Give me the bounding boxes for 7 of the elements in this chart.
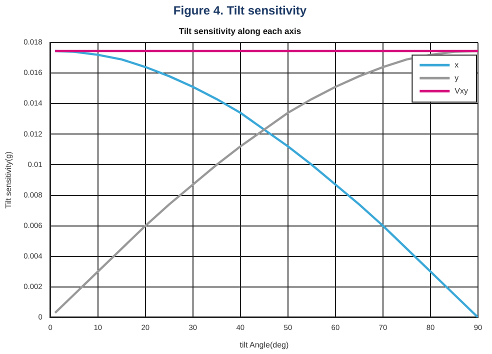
- x-axis-title: tilt Angle(deg): [240, 340, 289, 350]
- y-axis-title: Tilt sensitivity(g): [4, 151, 14, 209]
- legend-label: Vxy: [454, 86, 468, 96]
- legend-label: y: [454, 73, 459, 82]
- legend-label: x: [454, 60, 459, 70]
- chart-subtitle: Tilt sensitivity along each axis: [178, 26, 302, 36]
- chart-title: Figure 4. Tilt sensitivity: [173, 4, 307, 18]
